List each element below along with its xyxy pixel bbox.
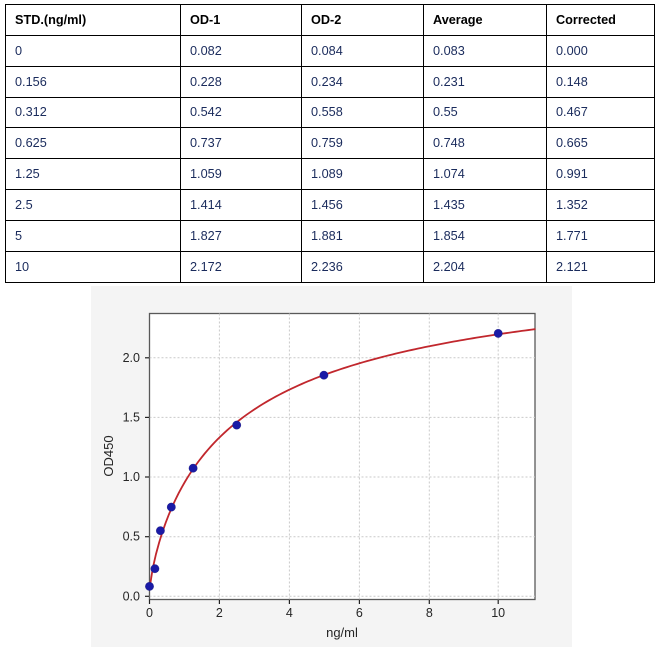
- svg-text:0.5: 0.5: [123, 530, 140, 544]
- svg-text:10: 10: [491, 606, 505, 620]
- svg-text:0: 0: [146, 606, 153, 620]
- svg-text:2.0: 2.0: [123, 351, 140, 365]
- svg-text:8: 8: [426, 606, 433, 620]
- svg-text:ng/ml: ng/ml: [326, 625, 358, 640]
- svg-text:OD450: OD450: [101, 435, 116, 476]
- svg-text:0.0: 0.0: [123, 589, 140, 603]
- svg-text:1.0: 1.0: [123, 470, 140, 484]
- svg-text:2: 2: [216, 606, 223, 620]
- svg-text:1.5: 1.5: [123, 410, 140, 424]
- svg-text:4: 4: [286, 606, 293, 620]
- svg-text:6: 6: [356, 606, 363, 620]
